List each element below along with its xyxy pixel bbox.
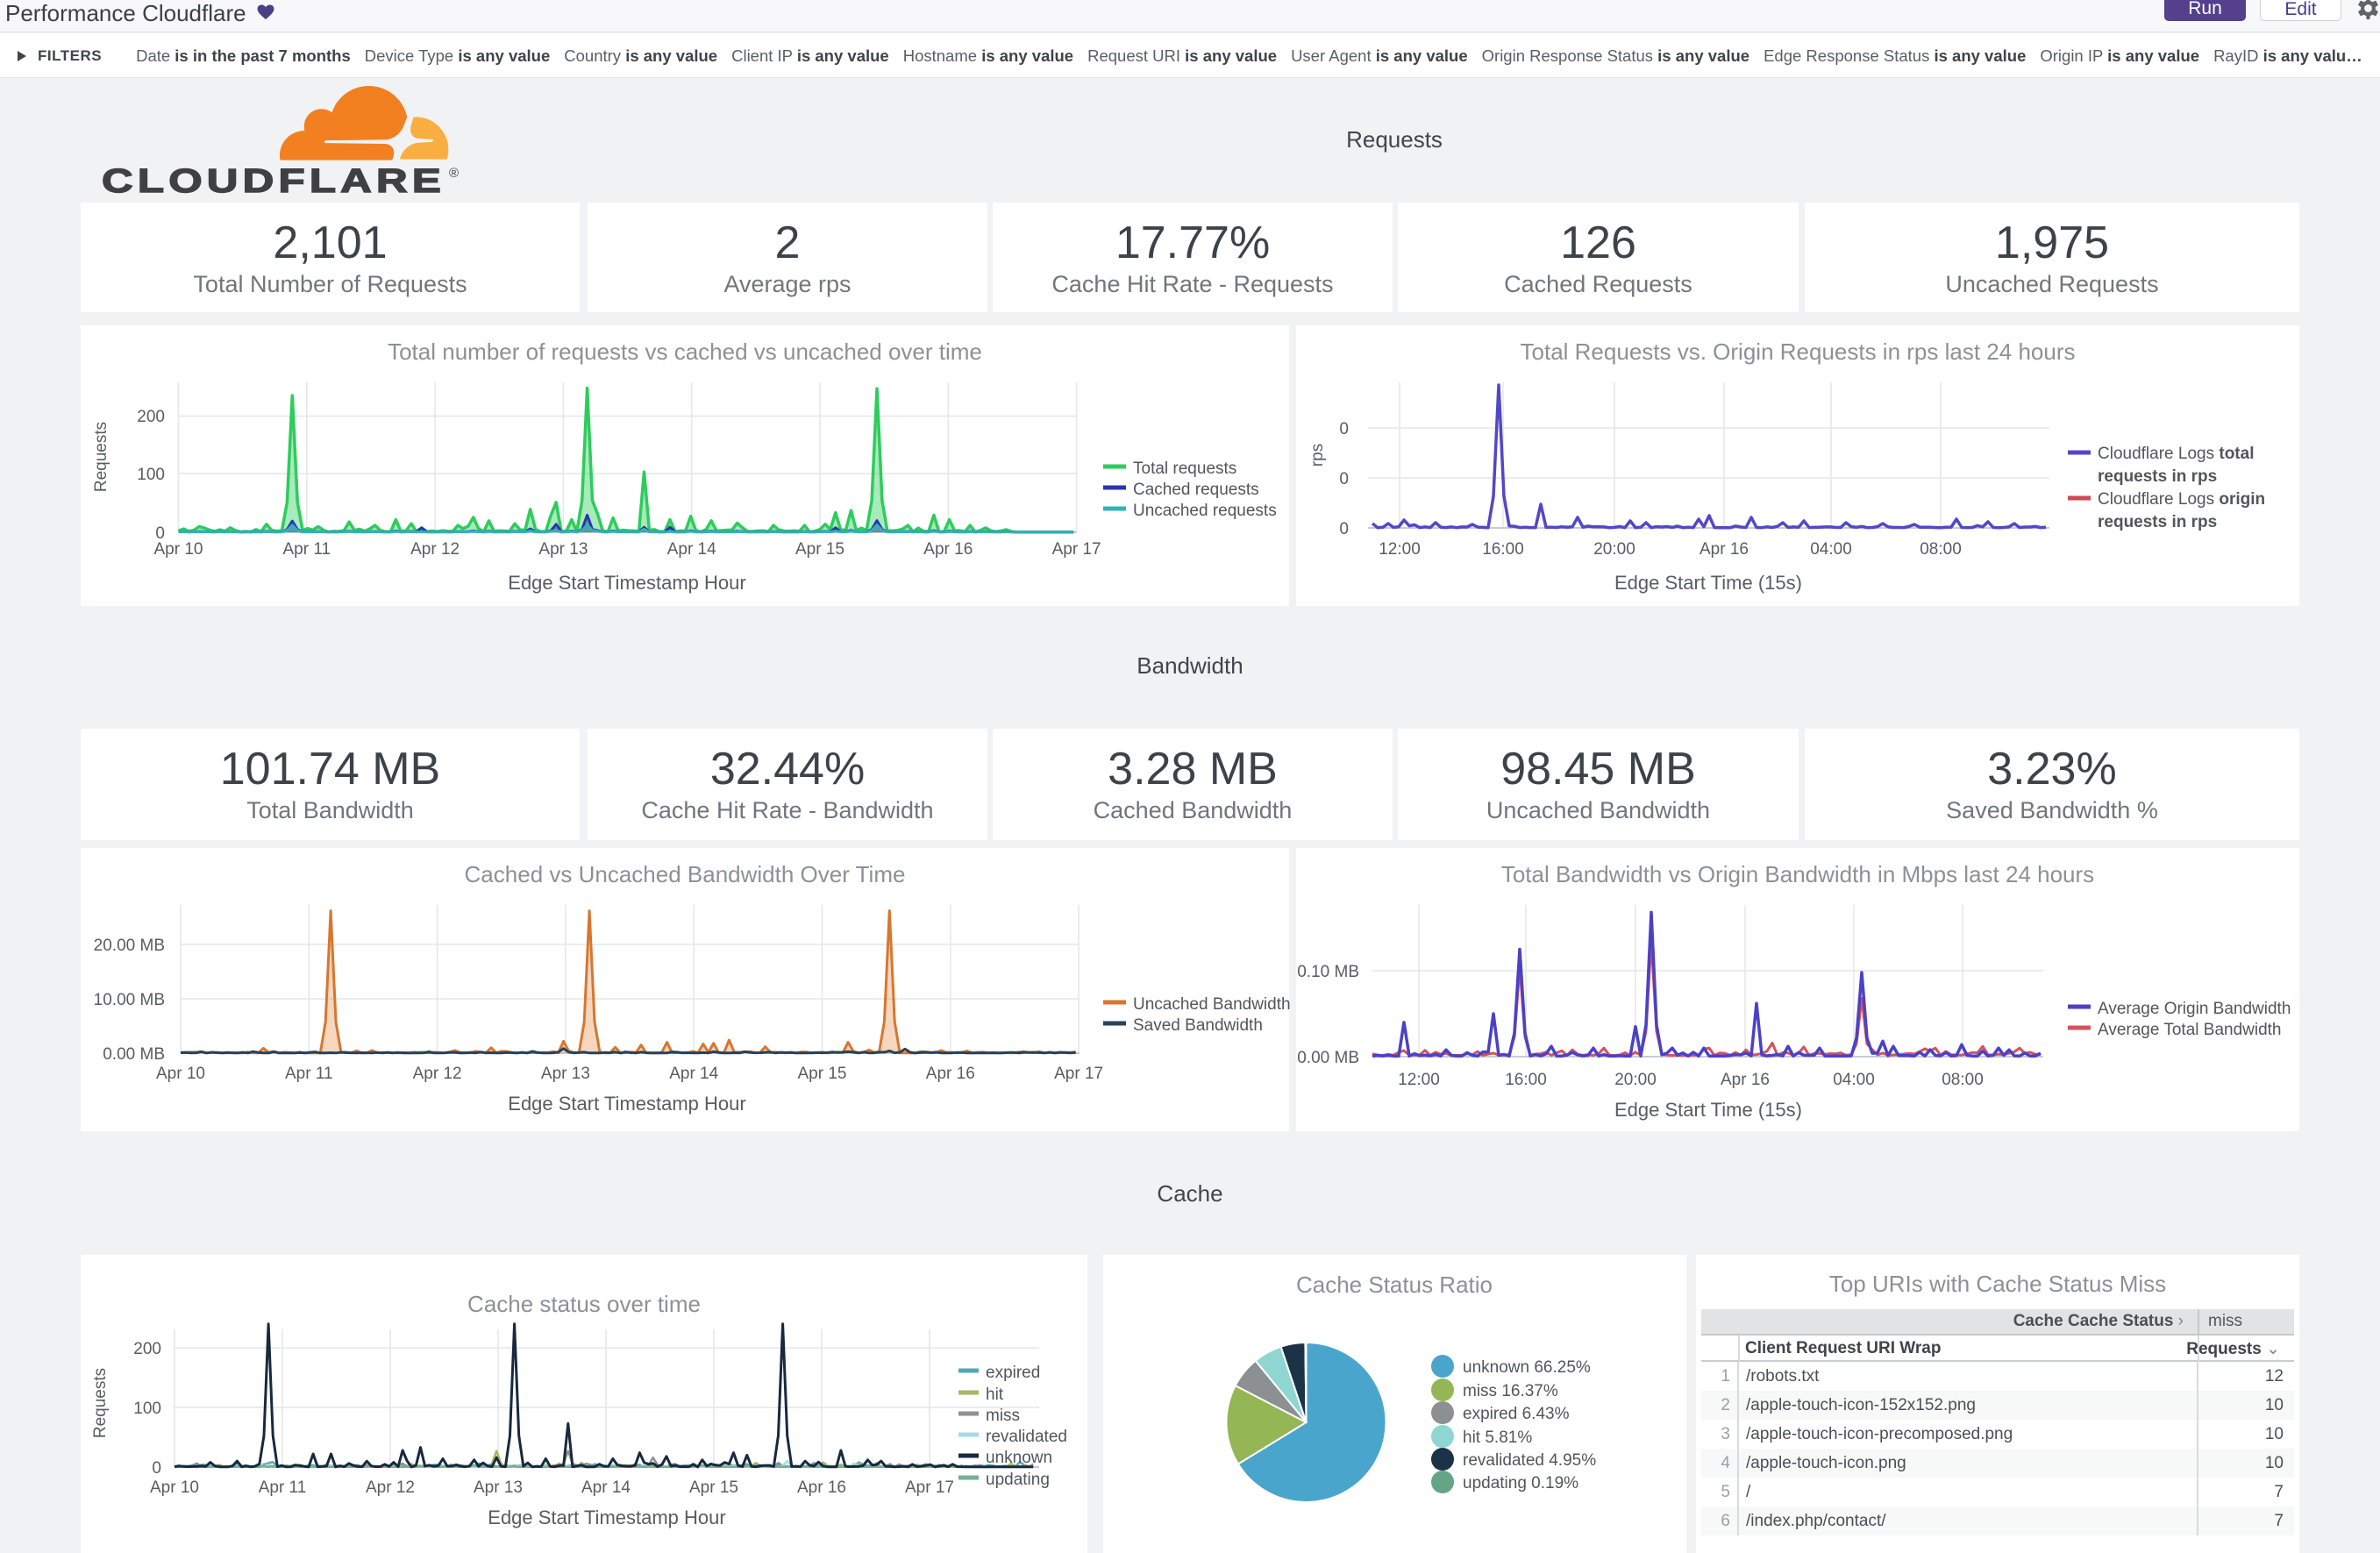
svg-text:12:00: 12:00 xyxy=(1398,1071,1440,1089)
svg-text:Apr 11: Apr 11 xyxy=(283,540,331,559)
svg-text:0.10 MB: 0.10 MB xyxy=(1297,963,1359,981)
svg-text:0: 0 xyxy=(1339,420,1349,438)
svg-text:Apr 14: Apr 14 xyxy=(669,1065,718,1083)
svg-text:Edge Start Timestamp Hour: Edge Start Timestamp Hour xyxy=(508,572,745,594)
svg-text:Apr 14: Apr 14 xyxy=(667,540,716,559)
svg-text:Requests: Requests xyxy=(91,1368,110,1438)
svg-text:Apr 13: Apr 13 xyxy=(538,540,588,559)
svg-text:200: 200 xyxy=(133,1340,161,1358)
svg-text:Apr 17: Apr 17 xyxy=(905,1478,954,1497)
svg-text:miss 16.37%: miss 16.37% xyxy=(1463,1382,1558,1400)
svg-text:08:00: 08:00 xyxy=(1920,540,1962,559)
svg-text:Cache Status Ratio: Cache Status Ratio xyxy=(1296,1272,1493,1298)
svg-text:miss: miss xyxy=(986,1407,1020,1425)
svg-text:Edge Start Timestamp Hour: Edge Start Timestamp Hour xyxy=(508,1093,745,1115)
svg-text:Apr 12: Apr 12 xyxy=(366,1478,415,1497)
svg-text:expired: expired xyxy=(986,1364,1040,1382)
svg-text:Apr 16: Apr 16 xyxy=(926,1065,975,1083)
svg-text:unknown 66.25%: unknown 66.25% xyxy=(1463,1358,1591,1377)
svg-text:20:00: 20:00 xyxy=(1614,1071,1657,1089)
svg-text:0: 0 xyxy=(152,1459,161,1478)
svg-text:expired 6.43%: expired 6.43% xyxy=(1463,1405,1570,1423)
svg-text:rps: rps xyxy=(1308,444,1327,467)
svg-text:revalidated: revalidated xyxy=(986,1428,1067,1446)
svg-text:revalidated 4.95%: revalidated 4.95% xyxy=(1463,1451,1596,1470)
svg-text:Apr 10: Apr 10 xyxy=(156,1065,205,1083)
svg-text:Average Origin Bandwidth: Average Origin Bandwidth xyxy=(2098,1000,2291,1018)
svg-text:Total requests: Total requests xyxy=(1133,459,1236,478)
svg-text:hit 5.81%: hit 5.81% xyxy=(1463,1428,1532,1447)
svg-text:Edge Start Timestamp Hour: Edge Start Timestamp Hour xyxy=(488,1507,725,1528)
svg-text:Apr 15: Apr 15 xyxy=(798,1065,847,1083)
svg-text:Cloudflare Logs total: Cloudflare Logs total xyxy=(2098,445,2254,463)
svg-text:0: 0 xyxy=(1339,470,1349,488)
svg-text:Requests: Requests xyxy=(92,422,110,492)
svg-text:Apr 13: Apr 13 xyxy=(541,1065,590,1083)
svg-text:10.00 MB: 10.00 MB xyxy=(94,991,165,1009)
svg-text:08:00: 08:00 xyxy=(1942,1071,1984,1089)
svg-text:20.00 MB: 20.00 MB xyxy=(94,937,165,955)
svg-text:Apr 12: Apr 12 xyxy=(413,1065,462,1083)
svg-text:Apr 16: Apr 16 xyxy=(1699,540,1749,559)
svg-text:16:00: 16:00 xyxy=(1482,540,1524,559)
svg-text:0: 0 xyxy=(155,524,165,543)
svg-text:Apr 17: Apr 17 xyxy=(1054,1065,1103,1083)
svg-text:12:00: 12:00 xyxy=(1379,540,1421,559)
svg-text:Apr 13: Apr 13 xyxy=(474,1478,523,1497)
svg-text:Apr 15: Apr 15 xyxy=(689,1478,738,1497)
svg-text:Edge Start Time (15s): Edge Start Time (15s) xyxy=(1614,1099,1802,1121)
svg-text:CLOUDFLARE: CLOUDFLARE xyxy=(102,163,445,200)
svg-text:Total Bandwidth vs Origin Band: Total Bandwidth vs Origin Bandwidth in M… xyxy=(1501,861,2094,887)
svg-text:Apr 12: Apr 12 xyxy=(410,540,460,559)
svg-text:updating 0.19%: updating 0.19% xyxy=(1463,1474,1578,1492)
svg-text:Cache status over time: Cache status over time xyxy=(467,1291,701,1317)
svg-text:Apr 14: Apr 14 xyxy=(581,1478,631,1497)
svg-text:Apr 16: Apr 16 xyxy=(1721,1071,1770,1089)
svg-text:Total Requests vs. Origin Requ: Total Requests vs. Origin Requests in rp… xyxy=(1521,338,2076,365)
svg-text:20:00: 20:00 xyxy=(1593,540,1635,559)
svg-text:updating: updating xyxy=(986,1471,1050,1489)
svg-text:®: ® xyxy=(449,166,459,181)
svg-text:Apr 16: Apr 16 xyxy=(923,540,973,559)
svg-text:Cached requests: Cached requests xyxy=(1133,481,1259,499)
svg-text:0: 0 xyxy=(1339,520,1349,538)
svg-text:100: 100 xyxy=(133,1400,161,1418)
svg-text:Edge Start Time (15s): Edge Start Time (15s) xyxy=(1614,572,1802,594)
svg-text:Average Total Bandwidth: Average Total Bandwidth xyxy=(2098,1021,2282,1039)
svg-text:Total number of requests vs ca: Total number of requests vs cached vs un… xyxy=(388,338,982,365)
svg-text:04:00: 04:00 xyxy=(1833,1071,1875,1089)
svg-text:Apr 10: Apr 10 xyxy=(150,1478,199,1497)
svg-text:Cached vs Uncached Bandwidth O: Cached vs Uncached Bandwidth Over Time xyxy=(465,861,906,887)
svg-text:04:00: 04:00 xyxy=(1810,540,1852,559)
svg-text:unknown: unknown xyxy=(986,1449,1052,1467)
svg-text:16:00: 16:00 xyxy=(1505,1071,1547,1089)
svg-text:requests in rps: requests in rps xyxy=(2098,467,2217,486)
svg-text:Apr 10: Apr 10 xyxy=(154,540,203,559)
svg-text:Apr 15: Apr 15 xyxy=(795,540,844,559)
svg-text:Saved Bandwidth: Saved Bandwidth xyxy=(1133,1016,1263,1035)
svg-text:requests in rps: requests in rps xyxy=(2098,513,2217,531)
svg-text:0.00 MB: 0.00 MB xyxy=(1297,1049,1359,1067)
svg-text:Uncached Bandwidth: Uncached Bandwidth xyxy=(1133,995,1291,1014)
svg-text:200: 200 xyxy=(137,408,165,426)
svg-text:Apr 11: Apr 11 xyxy=(259,1478,307,1497)
svg-text:Cloudflare Logs origin: Cloudflare Logs origin xyxy=(2098,490,2265,509)
svg-text:Uncached requests: Uncached requests xyxy=(1133,502,1277,520)
svg-text:hit: hit xyxy=(986,1386,1004,1404)
svg-text:100: 100 xyxy=(137,466,165,484)
svg-text:0.00 MB: 0.00 MB xyxy=(103,1045,165,1064)
svg-text:Apr 11: Apr 11 xyxy=(285,1065,333,1083)
svg-text:Apr 16: Apr 16 xyxy=(797,1478,846,1497)
svg-text:Apr 17: Apr 17 xyxy=(1052,540,1101,559)
